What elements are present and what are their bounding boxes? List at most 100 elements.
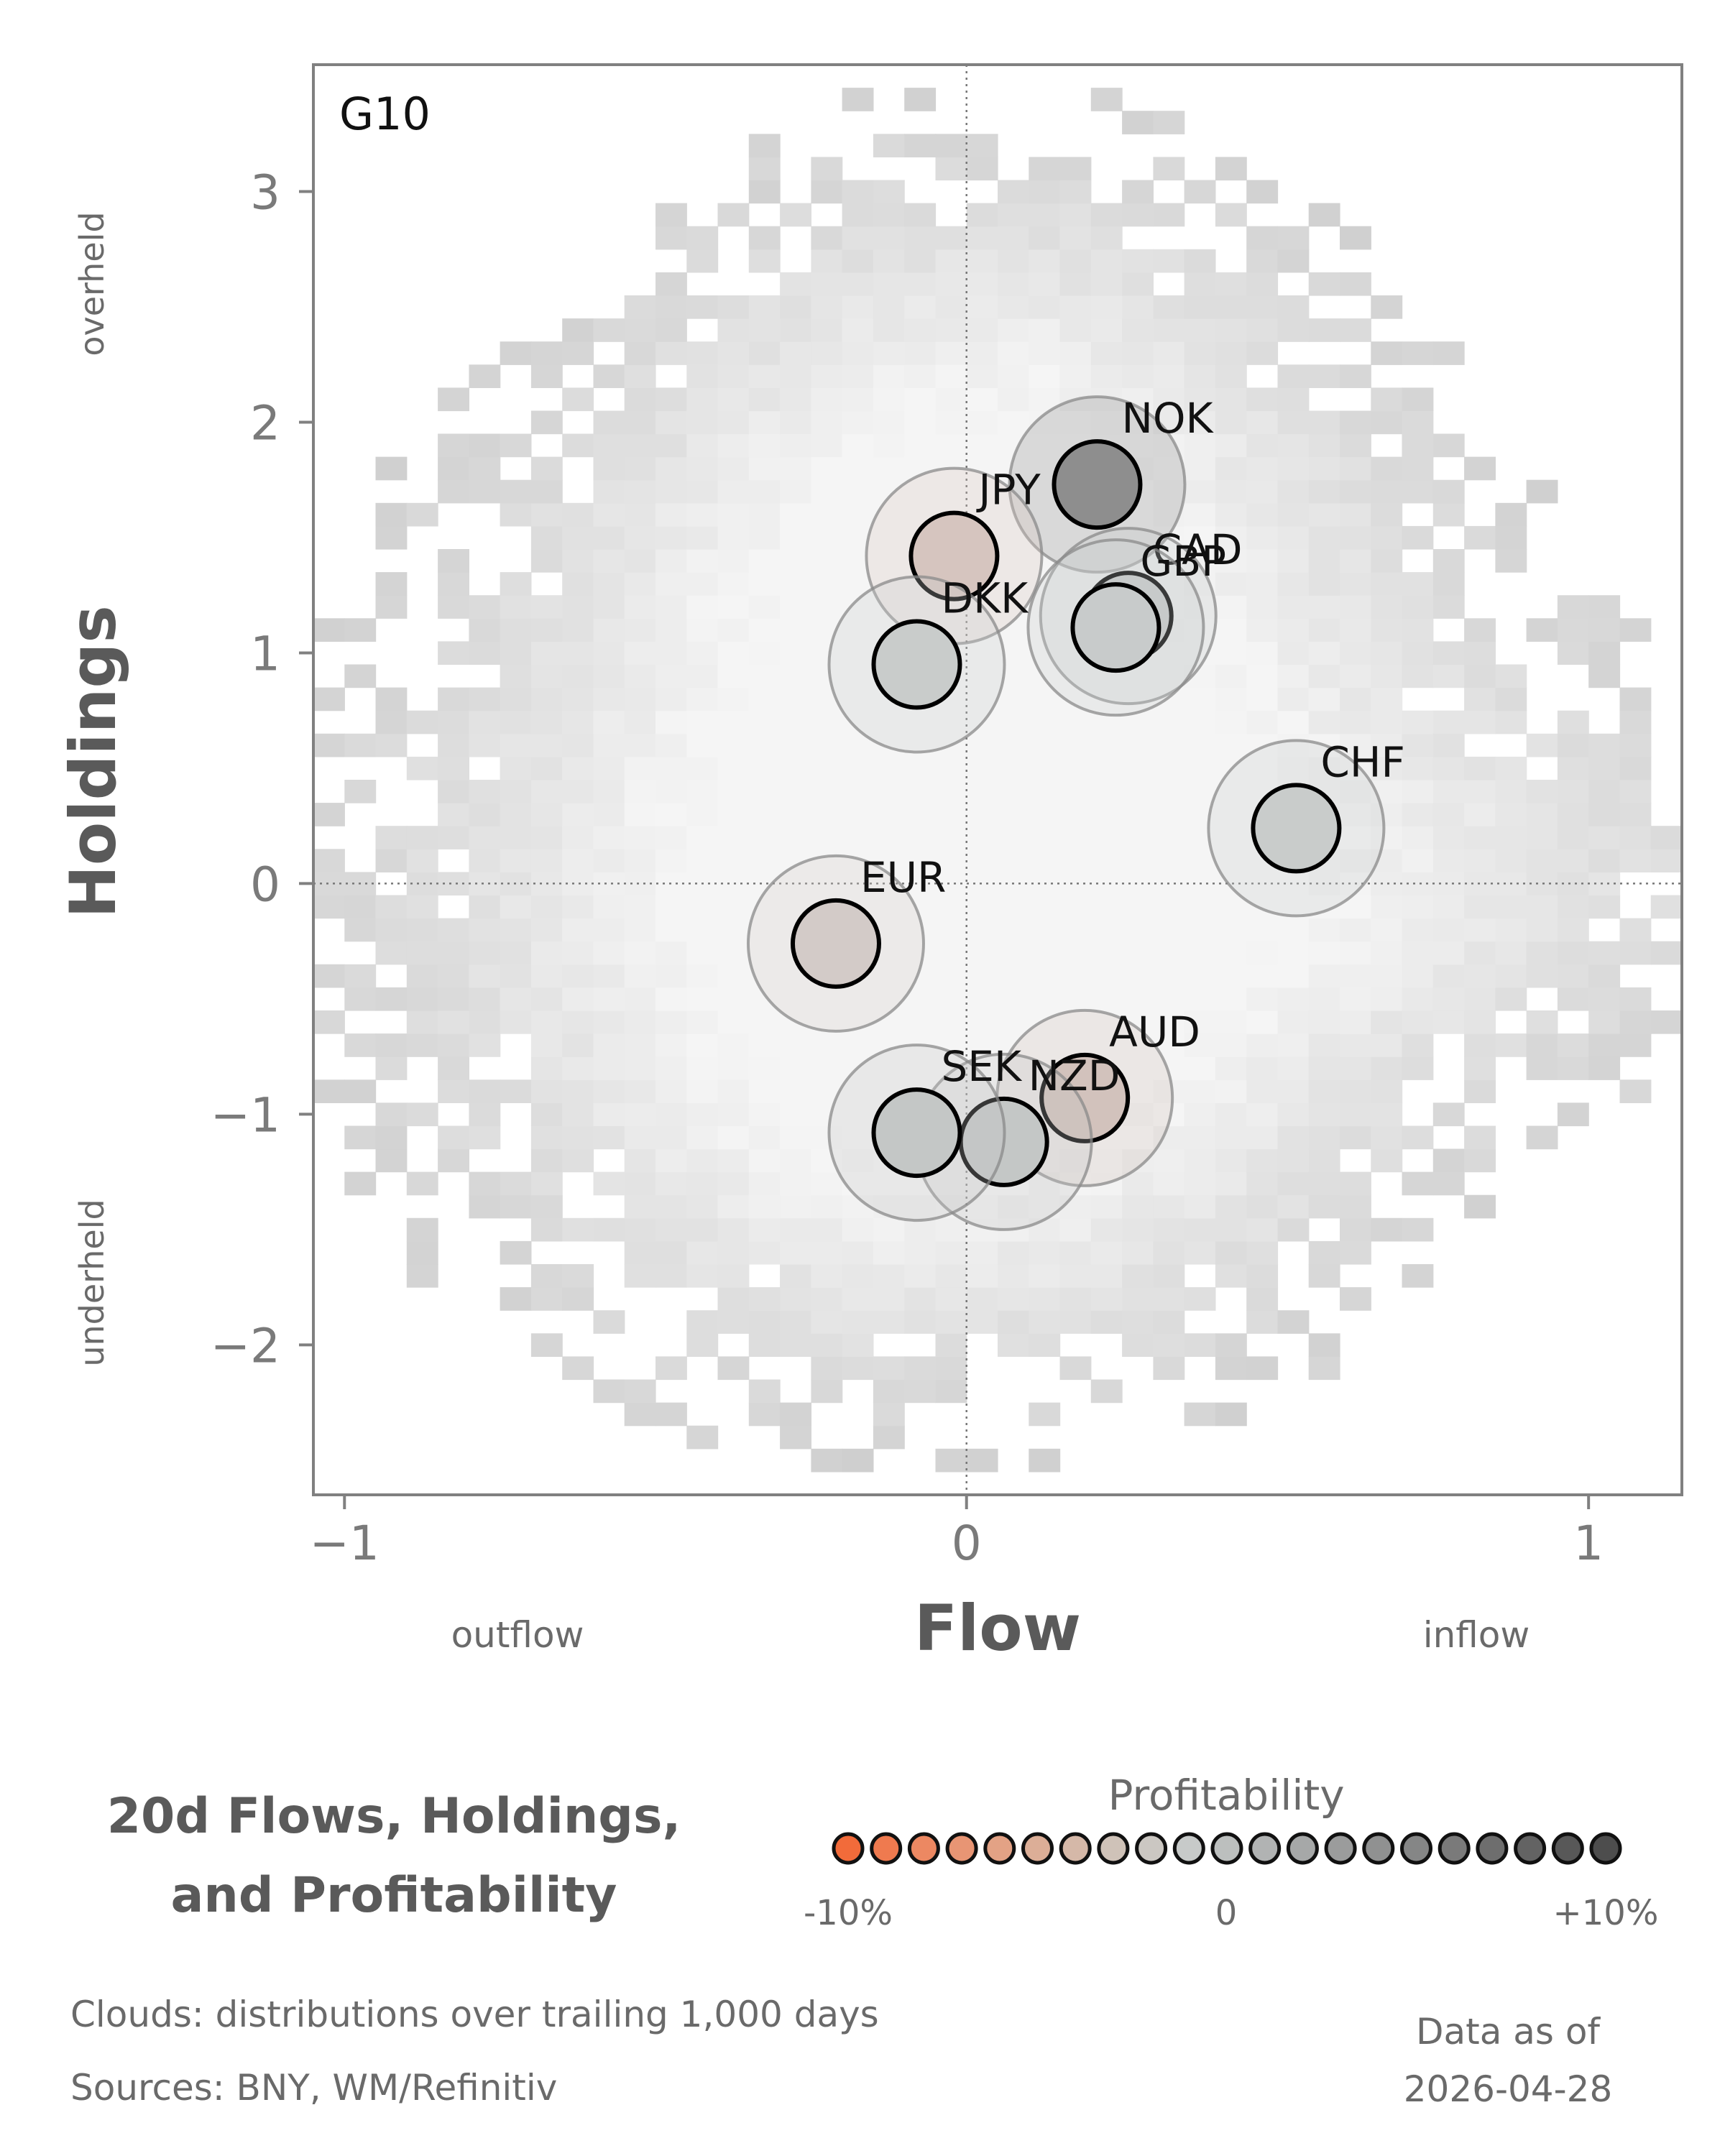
cloud-cell [1650,1010,1682,1034]
cloud-cell [1340,826,1371,849]
cloud-cell [686,895,719,919]
cloud-cell [1308,272,1340,296]
cloud-cell [686,826,719,849]
cloud-cell [935,941,967,965]
cloud-cell [935,803,967,826]
cloud-cell [656,826,687,849]
cloud-cell [656,433,687,458]
cloud-cell [1090,849,1123,872]
cloud-cell [1464,618,1496,642]
cloud-cell [1215,618,1247,642]
cloud-cell [1340,1194,1371,1219]
cloud-cell [811,549,843,573]
cloud-cell [1122,826,1154,849]
cloud-cell [469,1102,501,1127]
cloud-cell [780,1333,811,1357]
cloud-cell [406,1240,438,1265]
cloud-cell [1340,1056,1371,1080]
cloud-cell [593,1033,625,1057]
cloud-cell [624,964,656,988]
cloud-cell [811,780,843,803]
cloud-cell [717,318,750,342]
x-tick-label: −1 [310,1516,380,1571]
cloud-cell [1495,964,1527,988]
cloud-cell [1340,918,1371,942]
cloud-cell [1277,1194,1310,1219]
cloud-cell [624,364,656,388]
cloud-cell [1029,756,1061,780]
cloud-cell [1277,710,1310,734]
cloud-cell [656,1194,687,1219]
legend-swatch [1324,1832,1357,1865]
cloud-cell [375,502,408,527]
cloud-cell [562,1217,594,1242]
cloud-cell [1526,826,1558,849]
cloud-cell [530,1148,563,1173]
x-axis-label: Flow [914,1591,1081,1665]
cloud-cell [686,1425,719,1450]
cloud-cell [966,318,998,342]
cloud-cell [1059,1217,1092,1242]
cloud-cell [1402,641,1434,665]
cloud-cell [811,664,843,688]
cloud-cell [1029,733,1061,757]
cloud-cell [998,410,1029,435]
cloud-cell [1340,641,1371,665]
cloud-cell [1402,710,1434,734]
cloud-cell [1090,1310,1123,1334]
cloud-cell [1122,295,1154,319]
cloud-cell [780,272,811,296]
cloud-cell [1090,918,1123,942]
cloud-cell [1308,756,1340,780]
legend-max-label: +10% [1553,1893,1659,1933]
cloud-cell [624,1264,656,1288]
cloud-cell [1340,1102,1371,1127]
cloud-cell [562,1356,594,1381]
cloud-cell [842,249,874,273]
cloud-cell [1557,710,1589,734]
cloud-cell [873,1425,905,1450]
cloud-cell [1029,157,1061,181]
cloud-cell [1371,618,1403,642]
cloud-cell [562,733,594,757]
cloud-cell [624,1148,656,1173]
cloud-cell [1090,733,1123,757]
cloud-cell [1371,1056,1403,1080]
cloud-cell [1029,226,1061,250]
cloud-cell [1650,849,1682,872]
cloud-cell [656,641,687,665]
cloud-cell [1184,1125,1216,1150]
cloud-cell [1246,710,1279,734]
cloud-cell [1215,1010,1247,1034]
cloud-cell [1402,941,1434,965]
cloud-cell [530,1217,563,1242]
cloud-cell [1402,595,1434,619]
cloud-cell [748,433,781,458]
cloud-cell [1588,826,1621,849]
cloud-cell [1619,1079,1652,1103]
cloud-cell [593,1379,625,1404]
cloud-cell [1059,941,1092,965]
cloud-cell [686,1217,719,1242]
cloud-cell [935,157,967,181]
cloud-cell [1495,941,1527,965]
cloud-cell [1371,1010,1403,1034]
cloud-cell [1495,756,1527,780]
cloud-cell [1402,341,1434,365]
cloud-cell [1059,341,1092,365]
cloud-cell [780,1148,811,1173]
cloud-cell [1308,1264,1340,1288]
cloud-cell [1464,1125,1496,1150]
y-tick-label: 3 [250,165,280,221]
cloud-cell [1059,1240,1092,1265]
cloud-cell [1432,710,1465,734]
legend-swatch [1438,1832,1471,1865]
cloud-cell [904,1217,937,1242]
cloud-cell [375,710,408,734]
cloud-cell [1588,780,1621,803]
cloud-cell [780,549,811,573]
cloud-cell [780,410,811,435]
cloud-cell [1029,1402,1061,1427]
cloud-cell [1650,826,1682,849]
